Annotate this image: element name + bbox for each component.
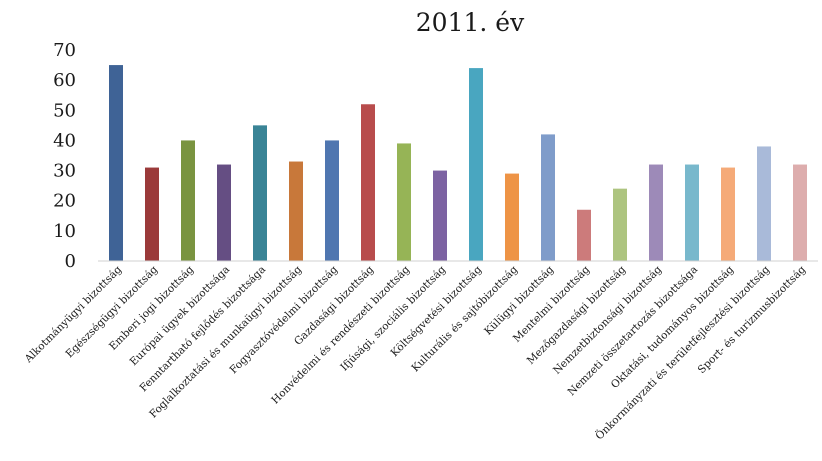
bar	[325, 140, 339, 261]
y-tick-label: 60	[53, 70, 76, 91]
y-tick-label: 20	[53, 191, 76, 212]
y-tick-label: 50	[53, 100, 76, 121]
bar	[289, 161, 303, 261]
bar	[253, 125, 267, 261]
bar	[757, 146, 771, 261]
x-tick-label: Külügyi bizottság	[482, 263, 556, 337]
bar	[217, 164, 231, 261]
bar	[541, 134, 555, 261]
bar	[649, 164, 663, 261]
bar	[361, 104, 375, 261]
bar	[613, 188, 627, 261]
y-tick-label: 40	[53, 130, 76, 151]
bar	[469, 68, 483, 261]
x-tick-label: Nemzeti összetartozás bizottsága	[565, 264, 700, 399]
y-axis: 0 10 20 30 40 50 60 70	[53, 40, 76, 272]
x-tick-label: Fenntartható fejlődés bizottsága	[137, 263, 268, 394]
bar	[505, 173, 519, 261]
y-tick-label: 10	[53, 221, 76, 242]
bars	[109, 65, 807, 261]
bar	[577, 209, 591, 261]
bar	[145, 167, 159, 261]
bar	[793, 164, 807, 261]
bar	[721, 167, 735, 261]
bar	[109, 65, 123, 261]
chart-title: 2011. év	[416, 8, 525, 37]
bar	[433, 170, 447, 261]
bar	[181, 140, 195, 261]
y-tick-label: 0	[65, 251, 76, 272]
bar	[397, 143, 411, 261]
y-tick-label: 30	[53, 161, 76, 182]
y-tick-label: 70	[53, 40, 76, 61]
bar	[685, 164, 699, 261]
